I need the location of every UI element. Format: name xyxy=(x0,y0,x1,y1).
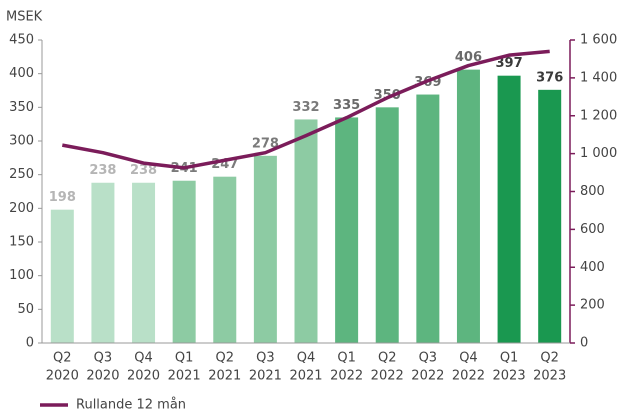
y-axis-label: MSEK xyxy=(6,10,43,25)
y-tick-label: 100 xyxy=(9,268,34,283)
x-tick-label: Q3 xyxy=(94,351,113,366)
y-tick-label: 350 xyxy=(9,100,34,115)
legend-label: Rullande 12 mån xyxy=(76,398,186,413)
x-tick-label: Q2 xyxy=(53,351,72,366)
bar xyxy=(50,209,74,343)
x-tick-label: 2022 xyxy=(330,369,363,384)
x-tick-label: Q3 xyxy=(419,351,438,366)
x-tick-label: Q4 xyxy=(459,351,478,366)
x-tick-label: 2021 xyxy=(289,369,322,384)
y-tick-label: 250 xyxy=(9,167,34,182)
y2-tick-label: 200 xyxy=(580,298,605,313)
bar xyxy=(91,182,115,343)
x-tick-label: 2021 xyxy=(249,369,282,384)
value-label: 350 xyxy=(374,88,401,103)
bar xyxy=(253,155,277,343)
y-tick-label: 0 xyxy=(26,336,34,351)
x-tick-label: Q2 xyxy=(540,351,559,366)
y2-tick-label: 1 200 xyxy=(580,108,617,123)
y2-tick-label: 1 600 xyxy=(580,33,617,48)
x-tick-label: Q4 xyxy=(297,351,316,366)
value-label: 376 xyxy=(536,70,563,85)
bar xyxy=(172,180,196,343)
x-tick-label: 2020 xyxy=(127,369,160,384)
x-tick-label: Q2 xyxy=(378,351,397,366)
x-tick-label: Q2 xyxy=(216,351,235,366)
value-label: 397 xyxy=(496,56,523,71)
y2-tick-label: 800 xyxy=(580,184,605,199)
x-tick-label: Q1 xyxy=(175,351,194,366)
bar xyxy=(416,94,440,343)
bar xyxy=(497,75,521,343)
x-tick-label: 2021 xyxy=(168,369,201,384)
value-label: 335 xyxy=(333,98,360,113)
value-label: 406 xyxy=(455,50,482,65)
bar xyxy=(213,176,237,343)
value-label: 238 xyxy=(130,163,157,178)
value-label: 332 xyxy=(292,100,319,115)
bar xyxy=(294,119,318,343)
bar xyxy=(132,182,156,343)
x-tick-label: Q3 xyxy=(256,351,275,366)
x-tick-label: Q1 xyxy=(337,351,356,366)
y-tick-label: 450 xyxy=(9,33,34,48)
x-tick-label: 2022 xyxy=(452,369,485,384)
x-tick-label: Q4 xyxy=(134,351,153,366)
bar xyxy=(375,107,399,343)
value-label: 278 xyxy=(252,136,279,151)
y2-tick-label: 600 xyxy=(580,222,605,237)
bar xyxy=(456,69,480,344)
line-series xyxy=(61,49,550,170)
y-tick-label: 300 xyxy=(9,134,34,149)
bar xyxy=(538,89,562,344)
value-label: 198 xyxy=(49,190,76,205)
value-label: 238 xyxy=(89,163,116,178)
y-tick-label: 50 xyxy=(17,302,34,317)
x-tick-label: 2020 xyxy=(46,369,79,384)
x-tick-label: 2022 xyxy=(371,369,404,384)
x-tick-label: 2023 xyxy=(493,369,526,384)
y2-tick-label: 0 xyxy=(580,336,588,351)
x-tick-label: 2023 xyxy=(533,369,566,384)
x-tick-label: 2020 xyxy=(86,369,119,384)
y-tick-label: 200 xyxy=(9,201,34,216)
y2-tick-label: 1 000 xyxy=(580,146,617,161)
x-tick-label: 2022 xyxy=(411,369,444,384)
y-tick-label: 400 xyxy=(9,66,34,81)
x-tick-label: Q1 xyxy=(500,351,519,366)
y-tick-label: 150 xyxy=(9,235,34,250)
bar xyxy=(335,117,359,343)
x-tick-label: 2021 xyxy=(208,369,241,384)
y2-tick-label: 400 xyxy=(580,260,605,275)
y2-tick-label: 1 400 xyxy=(580,70,617,85)
